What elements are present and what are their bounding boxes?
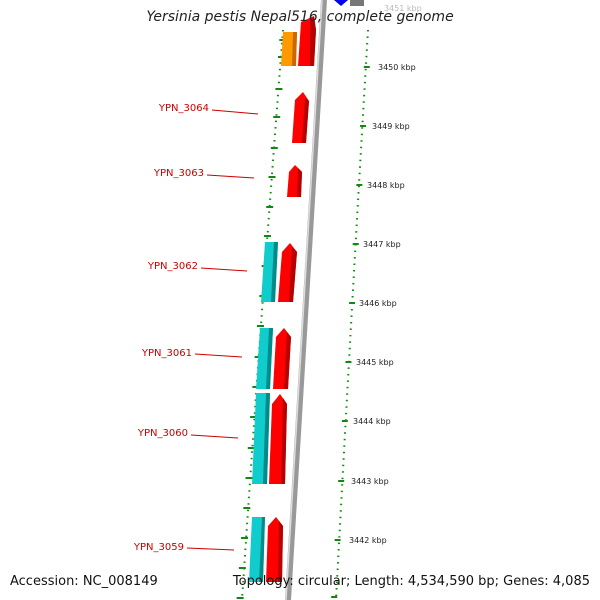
gene-label-group[interactable]: YPN_3060: [137, 428, 239, 439]
ruler-tick-label: 3442 kbp: [349, 536, 387, 545]
cds-feature: [287, 165, 302, 197]
cds-feature: [292, 92, 309, 143]
ruler-tick-label: 3447 kbp: [363, 240, 401, 249]
ruler-tick-label: 3446 kbp: [359, 299, 397, 308]
gene-label[interactable]: YPN_3064: [158, 103, 209, 114]
cds-feature: [266, 517, 283, 582]
orange-feature-shade: [292, 32, 297, 66]
inner-guide-ticks: [236, 39, 287, 599]
ruler-tick-label: 3443 kbp: [351, 477, 389, 486]
cds-feature: [273, 328, 291, 389]
rna-feature: [252, 393, 270, 484]
gene-label-group[interactable]: YPN_3062: [147, 261, 248, 272]
blue-feature: [334, 0, 348, 6]
ruler-tick-label: 3444 kbp: [353, 417, 391, 426]
outer-dotted-guide: [335, 29, 369, 600]
inner-dotted-guide: [241, 29, 284, 600]
accession-text: Accession: NC_008149: [10, 574, 158, 589]
gene-label[interactable]: YPN_3063: [153, 168, 204, 179]
gene-label[interactable]: YPN_3062: [147, 261, 198, 272]
topology-text: Topology: circular; Length: 4,534,590 bp…: [232, 574, 590, 589]
cds-feature: [278, 243, 297, 302]
ruler-tick-label: 3450 kbp: [378, 63, 416, 72]
gene-label-group[interactable]: YPN_3063: [153, 168, 255, 179]
ruler-tick-label: 3445 kbp: [356, 358, 394, 367]
grey-feature: [350, 0, 364, 6]
cds-feature: [298, 16, 316, 66]
ruler-tick-label: 3448 kbp: [367, 181, 405, 190]
gene-label-group[interactable]: YPN_3064: [158, 103, 259, 115]
gene-label[interactable]: YPN_3060: [137, 428, 188, 439]
genome-backbone: [285, 0, 327, 600]
cds-feature: [269, 394, 287, 484]
gene-label-group[interactable]: YPN_3059: [133, 542, 235, 553]
gene-label[interactable]: YPN_3059: [133, 542, 184, 553]
genome-backbone-highlight: [285, 0, 323, 600]
gene-label[interactable]: YPN_3061: [141, 348, 192, 359]
rna-feature: [249, 517, 265, 582]
gene-label-group[interactable]: YPN_3061: [141, 348, 243, 359]
ruler-tick-label: 3449 kbp: [372, 122, 410, 131]
ruler-tick-label: 3451 kbp: [384, 4, 422, 13]
rna-feature: [261, 242, 278, 302]
rna-feature: [256, 328, 273, 389]
outer-guide-ticks: [331, 66, 370, 598]
map-title: Yersinia pestis Nepal516, complete genom…: [146, 9, 454, 25]
